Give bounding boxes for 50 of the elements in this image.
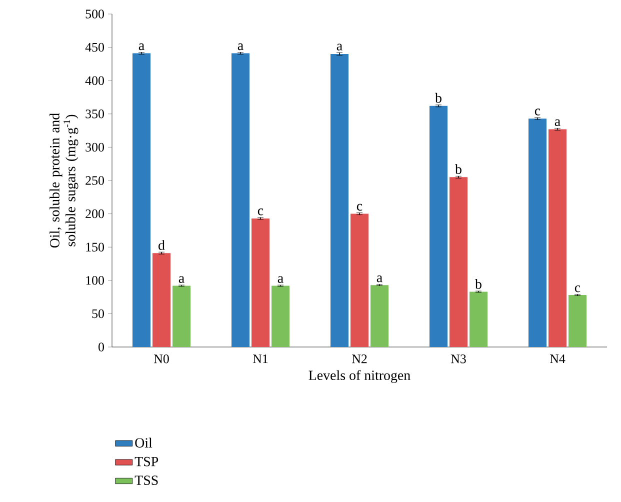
y-tick-label: 450 [85, 42, 104, 52]
data-label: c [356, 204, 362, 211]
y-tick-label: 0 [98, 342, 104, 352]
x-tick-label: N4 [550, 354, 566, 364]
x-tick-label: N3 [450, 354, 466, 364]
bar [470, 292, 488, 348]
bar [350, 214, 368, 348]
data-label: a [554, 119, 560, 126]
data-label: a [238, 43, 244, 50]
bar [272, 286, 290, 348]
data-label: c [534, 108, 540, 116]
x-axis-title: Levels of nitrogen [308, 370, 410, 383]
bar [330, 54, 348, 348]
y-tick-label: 500 [86, 10, 104, 18]
bar [548, 129, 566, 348]
y-tick-label: 350 [86, 110, 104, 118]
x-tick-label: N0 [154, 354, 169, 364]
data-label: a [138, 43, 144, 50]
bar [430, 106, 448, 348]
x-tick-label: N1 [252, 354, 268, 364]
bar [132, 53, 150, 348]
y-tick-label: 300 [86, 142, 104, 152]
data-label: c [258, 208, 264, 216]
data-label: d [158, 240, 165, 250]
y-tick-label: 250 [86, 176, 104, 185]
y-tick-label: 150 [86, 242, 104, 252]
x-tick-label: N2 [352, 354, 367, 364]
bar [450, 177, 468, 348]
bar [370, 285, 388, 348]
legend-label: TSS [134, 476, 158, 485]
legend-label: Oil [135, 438, 152, 448]
data-label: a [336, 44, 342, 50]
bar [172, 286, 190, 348]
bar [152, 253, 170, 348]
data-label: b [475, 279, 482, 289]
data-label: b [435, 92, 442, 103]
bar [252, 218, 270, 348]
bar [528, 118, 546, 348]
data-label: a [376, 276, 382, 282]
data-label: a [178, 276, 184, 283]
y-tick-label: 400 [85, 76, 104, 85]
y-tick-label: 200 [86, 209, 104, 218]
data-label: c [574, 285, 580, 292]
data-label: a [278, 276, 284, 283]
legend-label: TSP [134, 456, 158, 466]
y-tick-label: 100 [86, 276, 104, 285]
bar [232, 53, 250, 348]
bar [568, 295, 586, 348]
data-label: b [455, 164, 462, 174]
y-tick-label: 50 [92, 309, 104, 318]
